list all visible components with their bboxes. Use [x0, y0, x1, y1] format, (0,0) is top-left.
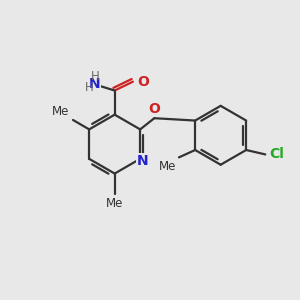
Text: H: H [85, 81, 93, 94]
Text: N: N [137, 154, 148, 168]
Text: O: O [137, 75, 149, 89]
Text: Me: Me [52, 105, 69, 118]
Text: Me: Me [159, 160, 177, 173]
Text: H: H [91, 70, 99, 83]
Text: Me: Me [106, 197, 123, 210]
Text: Cl: Cl [269, 147, 284, 161]
Text: O: O [148, 102, 160, 116]
Text: N: N [89, 77, 101, 91]
